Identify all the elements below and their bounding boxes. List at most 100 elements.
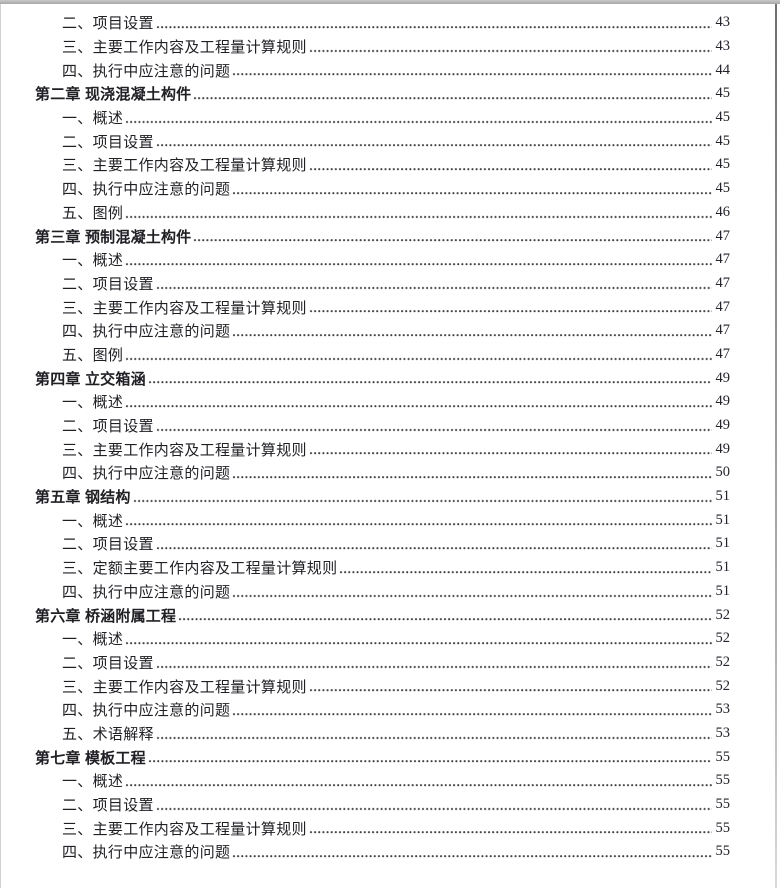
toc-entry-label: 二、项目设置: [62, 655, 154, 672]
toc-item-row[interactable]: 三、主要工作内容及工程量计算规则 43: [35, 34, 731, 59]
toc-dotted-leader: [125, 508, 712, 533]
toc-entry-label: 一、概述: [62, 253, 124, 270]
toc-item-row[interactable]: 一、概述 45: [35, 105, 731, 130]
toc-item-row[interactable]: 四、执行中应注意的问题 53: [35, 697, 731, 722]
toc-dotted-leader: [125, 105, 712, 130]
toc-entry-page: 53: [715, 701, 731, 718]
toc-dotted-leader: [155, 271, 712, 296]
toc-dotted-leader: [339, 555, 712, 580]
toc-entry-page: 47: [715, 251, 731, 268]
toc-entry-label: 二、项目设置: [62, 134, 154, 151]
toc-dotted-leader: [125, 342, 712, 367]
toc-dotted-leader: [308, 34, 712, 59]
toc-entry-label: 二、项目设置: [62, 16, 154, 33]
toc-item-row[interactable]: 二、项目设置 52: [35, 650, 730, 675]
toc-entry-label: 四、执行中应注意的问题: [62, 182, 231, 199]
toc-item-row[interactable]: 三、主要工作内容及工程量计算规则 55: [35, 816, 730, 841]
toc-entry-page: 49: [715, 417, 731, 434]
toc-item-row[interactable]: 二、项目设置 49: [35, 413, 731, 438]
toc-dotted-leader: [193, 224, 712, 248]
toc-entry-label: 一、概述: [62, 513, 124, 530]
toc-entry-label: 四、执行中应注意的问题: [62, 845, 231, 862]
toc-dotted-leader: [232, 318, 712, 343]
toc-entry-page: 51: [715, 559, 731, 576]
toc-entry-page: 51: [715, 511, 731, 528]
toc-entry-label: 三、主要工作内容及工程量计算规则: [62, 442, 307, 459]
toc-chapter-row[interactable]: 第六章 桥涵附属工程 52: [35, 603, 730, 627]
toc-dotted-leader: [125, 200, 712, 225]
toc-entry-label: 一、概述: [62, 632, 124, 649]
toc-entry-label: 二、项目设置: [62, 276, 154, 293]
toc-chapter-row[interactable]: 第二章 现浇混凝土构件 45: [35, 82, 730, 106]
toc-item-row[interactable]: 一、概述 49: [35, 390, 730, 414]
toc-entry-page: 51: [715, 582, 731, 599]
toc-entry-label: 五、图例: [62, 347, 124, 364]
toc-entry-page: 53: [715, 724, 731, 741]
toc-entry-label: 三、定额主要工作内容及工程量计算规则: [62, 561, 338, 578]
toc-entry-page: 50: [715, 464, 731, 481]
toc-item-row[interactable]: 三、主要工作内容及工程量计算规则 47: [35, 295, 730, 319]
toc-item-row[interactable]: 五、术语解释 53: [35, 721, 731, 746]
toc-entry-label: 三、主要工作内容及工程量计算规则: [62, 821, 307, 838]
toc-dotted-leader: [155, 532, 712, 556]
toc-item-row[interactable]: 一、概述 51: [35, 508, 731, 533]
page-right-edge: [775, 4, 777, 888]
toc-item-row[interactable]: 四、执行中应注意的问题 50: [35, 461, 730, 485]
toc-entry-page: 52: [715, 677, 731, 694]
toc-entry-label: 三、主要工作内容及工程量计算规则: [62, 300, 307, 317]
toc-item-row[interactable]: 四、执行中应注意的问题 55: [35, 840, 730, 864]
toc-dotted-leader: [125, 390, 712, 414]
toc-item-row[interactable]: 二、项目设置 43: [35, 11, 730, 35]
toc-list: 二、项目设置 43 三、主要工作内容及工程量计算规则 43 四、执行中应注意的问…: [35, 11, 730, 864]
toc-entry-label: 四、执行中应注意的问题: [62, 703, 231, 720]
toc-entry-page: 49: [715, 440, 731, 457]
toc-item-row[interactable]: 四、执行中应注意的问题 44: [35, 58, 731, 83]
toc-item-row[interactable]: 一、概述 47: [35, 247, 731, 272]
toc-entry-page: 45: [715, 109, 731, 126]
toc-entry-page: 47: [715, 298, 731, 315]
toc-item-row[interactable]: 三、主要工作内容及工程量计算规则 45: [35, 153, 730, 177]
toc-dotted-leader: [308, 153, 712, 177]
toc-entry-page: 52: [715, 630, 731, 647]
toc-item-row[interactable]: 一、概述 55: [35, 769, 730, 793]
toc-item-row[interactable]: 四、执行中应注意的问题 47: [35, 318, 730, 343]
toc-item-row[interactable]: 五、图例 46: [35, 200, 730, 225]
toc-item-row[interactable]: 二、项目设置 47: [35, 271, 730, 296]
toc-item-row[interactable]: 四、执行中应注意的问题 51: [35, 579, 731, 604]
toc-entry-label: 二、项目设置: [62, 419, 154, 436]
toc-entry-page: 49: [715, 369, 731, 386]
toc-dotted-leader: [155, 650, 712, 675]
toc-dotted-leader: [155, 721, 712, 746]
toc-item-row[interactable]: 二、项目设置 51: [35, 532, 730, 556]
toc-dotted-leader: [232, 461, 712, 485]
toc-dotted-leader: [155, 792, 712, 817]
toc-entry-page: 44: [715, 61, 731, 78]
toc-item-row[interactable]: 二、项目设置 55: [35, 792, 730, 817]
toc-dotted-leader: [193, 82, 712, 106]
toc-entry-label: 二、项目设置: [62, 798, 154, 815]
toc-entry-page: 49: [715, 393, 731, 410]
toc-entry-label: 四、执行中应注意的问题: [62, 324, 231, 341]
toc-chapter-row[interactable]: 第四章 立交箱涵 49: [35, 366, 730, 390]
toc-item-row[interactable]: 二、项目设置 45: [35, 129, 730, 154]
toc-chapter-row[interactable]: 第七章 模板工程 55: [35, 745, 730, 769]
toc-entry-label: 五、术语解释: [62, 726, 154, 743]
toc-item-row[interactable]: 四、执行中应注意的问题 45: [35, 176, 730, 201]
toc-item-row[interactable]: 一、概述 52: [35, 626, 731, 651]
toc-dotted-leader: [125, 769, 712, 793]
toc-entry-page: 43: [715, 38, 731, 55]
toc-chapter-row[interactable]: 第三章 预制混凝土构件 47: [35, 224, 730, 248]
toc-item-row[interactable]: 三、定额主要工作内容及工程量计算规则 51: [35, 555, 731, 580]
toc-item-row[interactable]: 三、主要工作内容及工程量计算规则 52: [35, 674, 730, 698]
toc-entry-page: 55: [715, 748, 731, 765]
toc-item-row[interactable]: 五、图例 47: [35, 342, 730, 367]
toc-chapter-row[interactable]: 第五章 钢结构 51: [35, 484, 731, 509]
toc-item-row[interactable]: 三、主要工作内容及工程量计算规则 49: [35, 437, 731, 462]
toc-entry-label: 第六章 桥涵附属工程: [35, 607, 177, 625]
toc-entry-label: 二、项目设置: [62, 537, 154, 554]
toc-entry-label: 第七章 模板工程: [35, 749, 146, 767]
toc-dotted-leader: [232, 840, 712, 864]
toc-entry-label: 三、主要工作内容及工程量计算规则: [62, 158, 307, 175]
toc-entry-page: 51: [715, 488, 731, 505]
toc-entry-label: 第三章 预制混凝土构件: [35, 228, 192, 246]
